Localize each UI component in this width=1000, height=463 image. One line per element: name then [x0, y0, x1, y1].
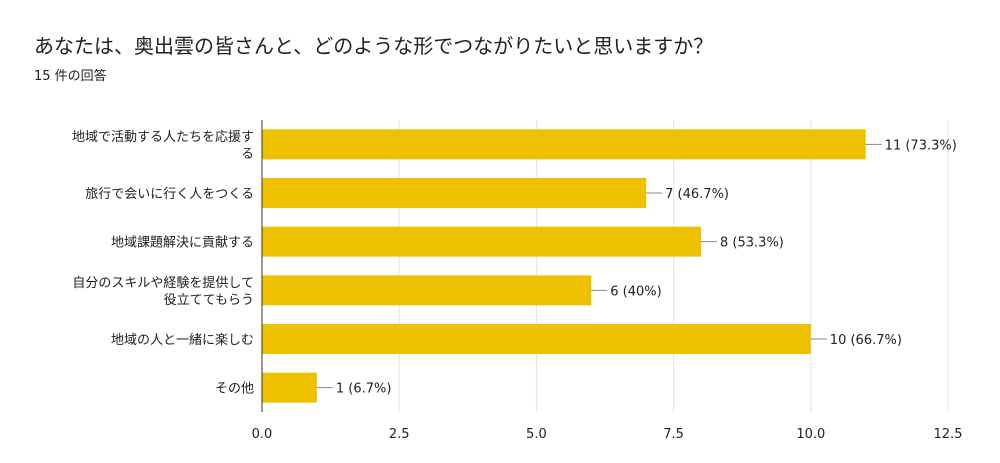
x-tick-label: 5.0 [526, 427, 547, 442]
x-tick-label: 0.0 [252, 427, 273, 442]
bar [262, 226, 702, 257]
value-label: 6 (40%) [610, 284, 661, 299]
category-label: 役立ててもらう [164, 293, 254, 308]
value-label: 7 (46.7%) [665, 187, 729, 202]
value-label: 1 (6.7%) [336, 382, 392, 397]
category-label: 地域で活動する人たちを応援す [72, 130, 254, 145]
bar [262, 129, 866, 160]
value-label: 10 (66.7%) [830, 333, 902, 348]
category-label: その他 [215, 382, 254, 397]
question-title: あなたは、奥出雲の皆さんと、どのような形でつながりたいと思いますか？ [34, 34, 714, 58]
x-tick-label: 10.0 [796, 427, 825, 442]
x-tick-label: 7.5 [663, 427, 684, 442]
response-count: 15 件の回答 [34, 69, 107, 84]
category-label: 地域の人と一緒に楽しむ [111, 332, 254, 348]
value-label: 11 (73.3%) [885, 138, 957, 153]
bar [262, 372, 317, 403]
x-tick-label: 2.5 [389, 427, 410, 442]
category-label: 旅行で会いに行く人をつくる [85, 187, 254, 202]
category-label: 自分のスキルや経験を提供して [72, 275, 254, 291]
category-label: る [241, 147, 254, 162]
bar [262, 275, 592, 306]
category-label: 地域課題解決に貢献する [111, 235, 254, 251]
bar [262, 178, 647, 208]
value-label: 8 (53.3%) [720, 236, 784, 251]
x-tick-label: 12.5 [934, 427, 963, 442]
bar [262, 324, 811, 354]
